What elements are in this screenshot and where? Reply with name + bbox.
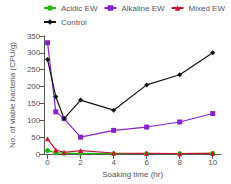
svg-text:4: 4 [111,158,116,167]
svg-text:8: 8 [177,158,182,167]
svg-text:300: 300 [27,48,41,57]
svg-text:Control: Control [61,18,87,27]
svg-text:0: 0 [36,150,41,159]
svg-text:Mixed EW: Mixed EW [189,4,226,13]
svg-text:100: 100 [27,116,41,125]
svg-text:2: 2 [78,158,83,167]
svg-text:6: 6 [144,158,149,167]
svg-text:200: 200 [27,82,41,91]
svg-text:150: 150 [27,99,41,108]
svg-text:Alkaline EW: Alkaline EW [121,4,165,13]
svg-text:350: 350 [27,32,41,41]
svg-text:250: 250 [27,65,41,74]
svg-text:No. of viable bacteria (CFU/g): No. of viable bacteria (CFU/g) [8,42,17,148]
svg-text:50: 50 [31,133,40,142]
svg-text:10: 10 [208,158,217,167]
svg-text:Soaking time (hr): Soaking time (hr) [102,170,163,179]
svg-text:Acidic EW: Acidic EW [61,4,98,13]
svg-text:0: 0 [45,158,50,167]
